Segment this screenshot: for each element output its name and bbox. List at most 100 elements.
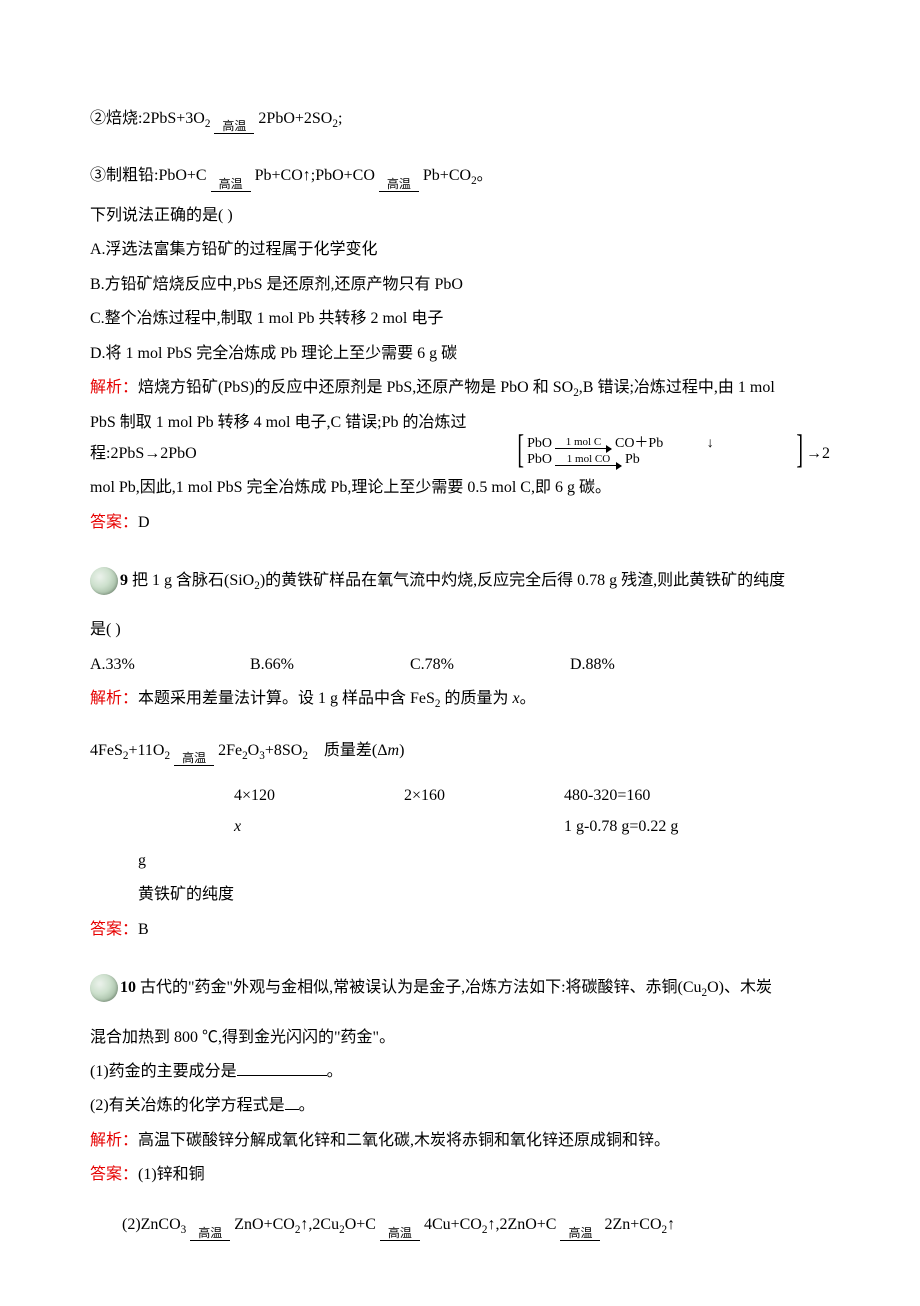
q9-r1-c3: 480-320=160 — [564, 781, 784, 811]
q10-stem-b: O)、木炭 — [707, 979, 772, 996]
bracket-diagram: PbO 1 mol C CO＋Pb ↓ PbO 1 mol CO Pb — [527, 436, 793, 470]
eq3-mid: Pb+CO↑;PbO+CO — [255, 167, 375, 184]
q10-explanation: 解析：高温下碳酸锌分解成氧化锌和二氧化碳,木炭将赤铜和氧化锌还原成铜和锌。 — [90, 1126, 830, 1156]
eq3-cond1: 高温 — [211, 178, 251, 190]
eq2-sub1: 2 — [205, 118, 211, 130]
q8-expl-1b: ,B 错误;冶炼过程中,由 1 mol — [579, 379, 775, 396]
q9-eq-g: ) — [399, 742, 404, 759]
q10-stem-a: 古代的"药金"外观与金相似,常被误认为是金子,冶炼方法如下:将碳酸锌、赤铜(Cu — [136, 979, 702, 996]
q9-expl-1b: 的质量为 — [441, 690, 513, 707]
q8-explanation-line1: 解析：焙烧方铅矿(PbS)的反应中还原剂是 PbS,还原产物是 PbO 和 SO… — [90, 373, 830, 404]
blank-underline — [237, 1059, 327, 1076]
q9-stem-c: 是( ) — [90, 615, 830, 645]
q9-arrow-line — [174, 765, 214, 767]
q9-equation: 4FeS2+11O2 高温 2Fe2O3+8SO2 质量差(Δm) — [90, 736, 830, 767]
explanation-label: 解析： — [90, 379, 138, 396]
q9-eq-f: 质量差(Δ — [308, 742, 388, 759]
diag-r1-r: CO＋Pb — [615, 436, 663, 451]
eq2-tail: ; — [338, 110, 342, 127]
q8-option-c: C.整个冶炼过程中,制取 1 mol Pb 共转移 2 mol 电子 — [90, 304, 830, 334]
q10-answer-1: 答案：(1)锌和铜 — [90, 1160, 830, 1190]
q9-r2-c2 — [404, 812, 564, 842]
explanation-label: 解析： — [90, 1132, 138, 1149]
q10-arrow-1: 高温 — [190, 1227, 230, 1242]
eq2-rhs: 2PbO+2SO — [258, 110, 332, 127]
question-ball-icon — [90, 974, 118, 1002]
q8-expl-2b: →2 — [806, 439, 830, 469]
q10-a2-h: ↑ — [667, 1216, 675, 1233]
q9-calc-row-4: 黄铁矿的纯度 — [138, 880, 830, 910]
q9-eq-d: O — [248, 742, 260, 759]
bracket-left: [ — [517, 429, 524, 469]
eq3-rhs: Pb+CO — [423, 167, 471, 184]
q10-ans1: (1)锌和铜 — [138, 1166, 205, 1183]
q10-arrow-line-2 — [380, 1240, 420, 1242]
diag-r1-line — [555, 448, 611, 449]
q9-number: 9 — [120, 572, 128, 589]
q9-r1-c2: 2×160 — [404, 781, 564, 811]
q8-option-d: D.将 1 mol PbS 完全冶炼成 Pb 理论上至少需要 6 g 碳 — [90, 339, 830, 369]
diag-r2-line — [555, 465, 621, 466]
answer-label: 答案： — [90, 1166, 138, 1183]
diag-r1-l: PbO — [527, 436, 552, 451]
eq3-arrow-line-2 — [379, 191, 419, 193]
q9-option-b: B.66% — [250, 650, 410, 680]
q9-r2-c3: 1 g-0.78 g=0.22 g — [564, 812, 784, 842]
q9-arrow: 高温 — [174, 752, 214, 767]
explanation-label: 解析： — [90, 690, 138, 707]
q9-r1-c1: 4×120 — [234, 781, 404, 811]
q10-expl: 高温下碳酸锌分解成氧化锌和二氧化碳,木炭将赤铜和氧化锌还原成铜和锌。 — [138, 1132, 670, 1149]
q10-part-2: (2)有关冶炼的化学方程式是。 — [90, 1091, 830, 1121]
q9-option-c: C.78% — [410, 650, 570, 680]
q9-eq-a: 4FeS — [90, 742, 123, 759]
answer-label: 答案： — [90, 921, 138, 938]
diag-r2-arrow: 1 mol CO — [555, 454, 621, 466]
q10-arrow-3: 高温 — [560, 1227, 600, 1242]
q10-p1-b: 。 — [327, 1063, 343, 1080]
eq2-arrow-line — [214, 133, 254, 135]
question-ball-icon — [90, 567, 118, 595]
q10-a2-g: 2Zn+CO — [604, 1216, 661, 1233]
question-10: 10 古代的"药金"外观与金相似,常被误认为是金子,冶炼方法如下:将碳酸锌、赤铜… — [90, 973, 830, 1004]
eq3-arrow-line-1 — [211, 191, 251, 193]
q10-a2-e: 4Cu+CO — [424, 1216, 482, 1233]
q9-eq-s2: 2 — [164, 750, 170, 762]
q9-calc-row-3: g — [138, 846, 830, 876]
q10-stem-c: 混合加热到 800 ℃,得到金光闪闪的"药金"。 — [90, 1023, 830, 1053]
equation-2: ②焙烧:2PbS+3O2 高温 2PbO+2SO2; — [90, 104, 830, 135]
q9-answer: 答案：B — [90, 915, 830, 945]
q9-eq-b: +11O — [129, 742, 165, 759]
q9-option-d: D.88% — [570, 650, 730, 680]
q10-cond-3: 高温 — [560, 1227, 600, 1239]
q10-a2-s3: 3 — [181, 1225, 187, 1237]
q9-stem-a: 把 1 g 含脉石(SiO — [128, 572, 254, 589]
diag-r1-lbl: 1 mol C — [566, 437, 601, 448]
q9-ans: B — [138, 921, 149, 938]
q8-explanation-line3: mol Pb,因此,1 mol PbS 完全冶炼成 Pb,理论上至少需要 0.5… — [90, 473, 830, 503]
q9-eq-c: 2Fe — [218, 742, 242, 759]
diag-r2-l: PbO — [527, 452, 552, 467]
q8-expl-2a: PbS 制取 1 mol Pb 转移 4 mol 电子,C 错误;Pb 的冶炼过… — [90, 408, 514, 469]
bracket-right: ] — [796, 429, 803, 469]
q10-p1-a: (1)药金的主要成分是 — [90, 1063, 237, 1080]
q10-a2-a: (2)ZnCO — [122, 1216, 181, 1233]
q10-arrow-2: 高温 — [380, 1227, 420, 1242]
eq2-prefix: ②焙烧:2PbS+3O — [90, 110, 205, 127]
diagram-down-arrow: ↓ — [667, 436, 714, 453]
q8-expl-1: 焙烧方铅矿(PbS)的反应中还原剂是 PbS,还原产物是 PbO 和 SO — [138, 379, 573, 396]
answer-label: 答案： — [90, 514, 138, 531]
q9-eq-e: +8SO — [265, 742, 302, 759]
q8-ans: D — [138, 514, 150, 531]
q10-cond-2: 高温 — [380, 1227, 420, 1239]
q8-explanation-line2: PbS 制取 1 mol Pb 转移 4 mol 电子,C 错误;Pb 的冶炼过… — [90, 408, 830, 469]
eq3-tail: 。 — [477, 167, 493, 184]
q8-stem: 下列说法正确的是( ) — [90, 201, 830, 231]
eq3-cond2: 高温 — [379, 178, 419, 190]
q10-number: 10 — [120, 979, 136, 996]
question-9: 9 把 1 g 含脉石(SiO2)的黄铁矿样品在氧气流中灼烧,反应完全后得 0.… — [90, 566, 830, 597]
diagram-row-1: PbO 1 mol C CO＋Pb — [527, 436, 667, 451]
eq3-prefix: ③制粗铅:PbO+C — [90, 167, 207, 184]
q10-answer-2: (2)ZnCO3 高温 ZnO+CO2↑,2Cu2O+C 高温 4Cu+CO2↑… — [90, 1210, 830, 1241]
q9-stem-b: )的黄铁矿样品在氧气流中灼烧,反应完全后得 0.78 g 残渣,则此黄铁矿的纯度 — [260, 572, 785, 589]
q10-a2-f: ↑,2ZnO+C — [487, 1216, 556, 1233]
